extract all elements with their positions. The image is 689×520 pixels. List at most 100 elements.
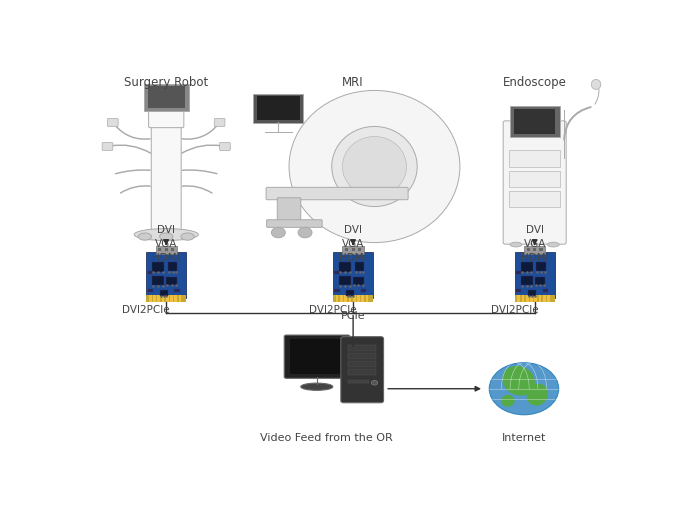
FancyBboxPatch shape xyxy=(351,248,355,251)
FancyBboxPatch shape xyxy=(166,295,169,302)
FancyBboxPatch shape xyxy=(349,295,351,302)
FancyBboxPatch shape xyxy=(521,262,533,271)
FancyBboxPatch shape xyxy=(162,295,165,302)
FancyBboxPatch shape xyxy=(526,295,528,302)
FancyBboxPatch shape xyxy=(547,295,550,302)
FancyBboxPatch shape xyxy=(510,106,559,137)
Text: DVI
VGA
HDMI: DVI VGA HDMI xyxy=(521,225,548,263)
FancyBboxPatch shape xyxy=(333,252,373,297)
Circle shape xyxy=(371,380,378,385)
FancyBboxPatch shape xyxy=(144,84,189,111)
FancyBboxPatch shape xyxy=(166,277,177,284)
FancyBboxPatch shape xyxy=(277,198,301,224)
FancyBboxPatch shape xyxy=(149,295,152,302)
Ellipse shape xyxy=(510,242,522,247)
FancyBboxPatch shape xyxy=(168,262,178,271)
Ellipse shape xyxy=(160,233,173,240)
FancyBboxPatch shape xyxy=(530,295,533,302)
Ellipse shape xyxy=(138,233,152,240)
FancyBboxPatch shape xyxy=(521,276,533,285)
Ellipse shape xyxy=(526,384,548,406)
FancyBboxPatch shape xyxy=(517,295,520,302)
FancyBboxPatch shape xyxy=(285,335,350,379)
FancyBboxPatch shape xyxy=(522,295,524,302)
FancyBboxPatch shape xyxy=(509,190,560,206)
FancyArrowPatch shape xyxy=(595,89,599,104)
Ellipse shape xyxy=(591,80,601,89)
FancyBboxPatch shape xyxy=(516,271,522,274)
FancyBboxPatch shape xyxy=(158,248,161,251)
FancyArrowPatch shape xyxy=(110,145,150,153)
FancyBboxPatch shape xyxy=(341,336,384,402)
Text: Endoscope: Endoscope xyxy=(503,76,566,89)
FancyBboxPatch shape xyxy=(157,295,160,302)
FancyBboxPatch shape xyxy=(267,220,322,227)
FancyBboxPatch shape xyxy=(503,121,566,244)
FancyBboxPatch shape xyxy=(152,276,164,285)
Ellipse shape xyxy=(289,90,460,242)
Ellipse shape xyxy=(181,233,194,240)
Text: Video Feed from the OR: Video Feed from the OR xyxy=(260,433,393,443)
FancyBboxPatch shape xyxy=(526,248,530,251)
FancyBboxPatch shape xyxy=(348,353,376,359)
FancyBboxPatch shape xyxy=(165,248,168,251)
FancyBboxPatch shape xyxy=(146,252,186,297)
FancyBboxPatch shape xyxy=(174,295,177,302)
FancyBboxPatch shape xyxy=(353,277,364,284)
FancyBboxPatch shape xyxy=(334,289,340,292)
FancyBboxPatch shape xyxy=(152,121,181,236)
Text: DVI
VGA
HDMI: DVI VGA HDMI xyxy=(152,225,180,263)
FancyBboxPatch shape xyxy=(333,295,373,302)
FancyBboxPatch shape xyxy=(509,150,560,166)
FancyBboxPatch shape xyxy=(348,380,369,383)
FancyBboxPatch shape xyxy=(345,248,349,251)
Text: MRI: MRI xyxy=(342,76,364,89)
FancyArrowPatch shape xyxy=(116,170,150,174)
FancyBboxPatch shape xyxy=(515,252,555,297)
FancyBboxPatch shape xyxy=(147,271,153,274)
FancyBboxPatch shape xyxy=(528,290,536,296)
FancyBboxPatch shape xyxy=(147,86,185,109)
FancyBboxPatch shape xyxy=(102,142,113,150)
Ellipse shape xyxy=(134,229,198,241)
Ellipse shape xyxy=(301,383,333,391)
FancyArrowPatch shape xyxy=(114,125,150,139)
FancyBboxPatch shape xyxy=(170,295,173,302)
Circle shape xyxy=(271,227,285,238)
FancyBboxPatch shape xyxy=(348,361,376,367)
FancyBboxPatch shape xyxy=(171,248,174,251)
Ellipse shape xyxy=(502,366,535,396)
FancyBboxPatch shape xyxy=(358,248,361,251)
FancyBboxPatch shape xyxy=(361,289,367,292)
FancyBboxPatch shape xyxy=(266,187,408,200)
FancyBboxPatch shape xyxy=(348,369,376,375)
FancyBboxPatch shape xyxy=(355,262,364,271)
FancyBboxPatch shape xyxy=(348,345,376,350)
Text: DVI2PCIe: DVI2PCIe xyxy=(309,305,357,315)
FancyBboxPatch shape xyxy=(344,295,347,302)
Text: Internet: Internet xyxy=(502,433,546,443)
FancyBboxPatch shape xyxy=(334,271,340,274)
FancyBboxPatch shape xyxy=(347,290,354,296)
FancyArrowPatch shape xyxy=(182,145,223,153)
FancyBboxPatch shape xyxy=(214,119,225,126)
FancyArrowPatch shape xyxy=(183,125,218,139)
FancyBboxPatch shape xyxy=(147,289,153,292)
FancyBboxPatch shape xyxy=(340,295,342,302)
FancyArrowPatch shape xyxy=(183,170,217,174)
FancyBboxPatch shape xyxy=(535,277,545,284)
FancyBboxPatch shape xyxy=(515,109,555,134)
FancyBboxPatch shape xyxy=(353,295,356,302)
Text: DVI
VGA
HDMI: DVI VGA HDMI xyxy=(339,225,367,263)
FancyBboxPatch shape xyxy=(509,171,560,187)
FancyBboxPatch shape xyxy=(362,295,364,302)
FancyBboxPatch shape xyxy=(536,262,546,271)
FancyBboxPatch shape xyxy=(366,295,369,302)
FancyBboxPatch shape xyxy=(254,94,303,123)
FancyBboxPatch shape xyxy=(156,246,177,254)
Text: PCIe: PCIe xyxy=(341,310,365,321)
FancyBboxPatch shape xyxy=(220,142,230,150)
Circle shape xyxy=(298,227,312,238)
FancyArrowPatch shape xyxy=(121,186,150,193)
FancyBboxPatch shape xyxy=(107,119,119,126)
